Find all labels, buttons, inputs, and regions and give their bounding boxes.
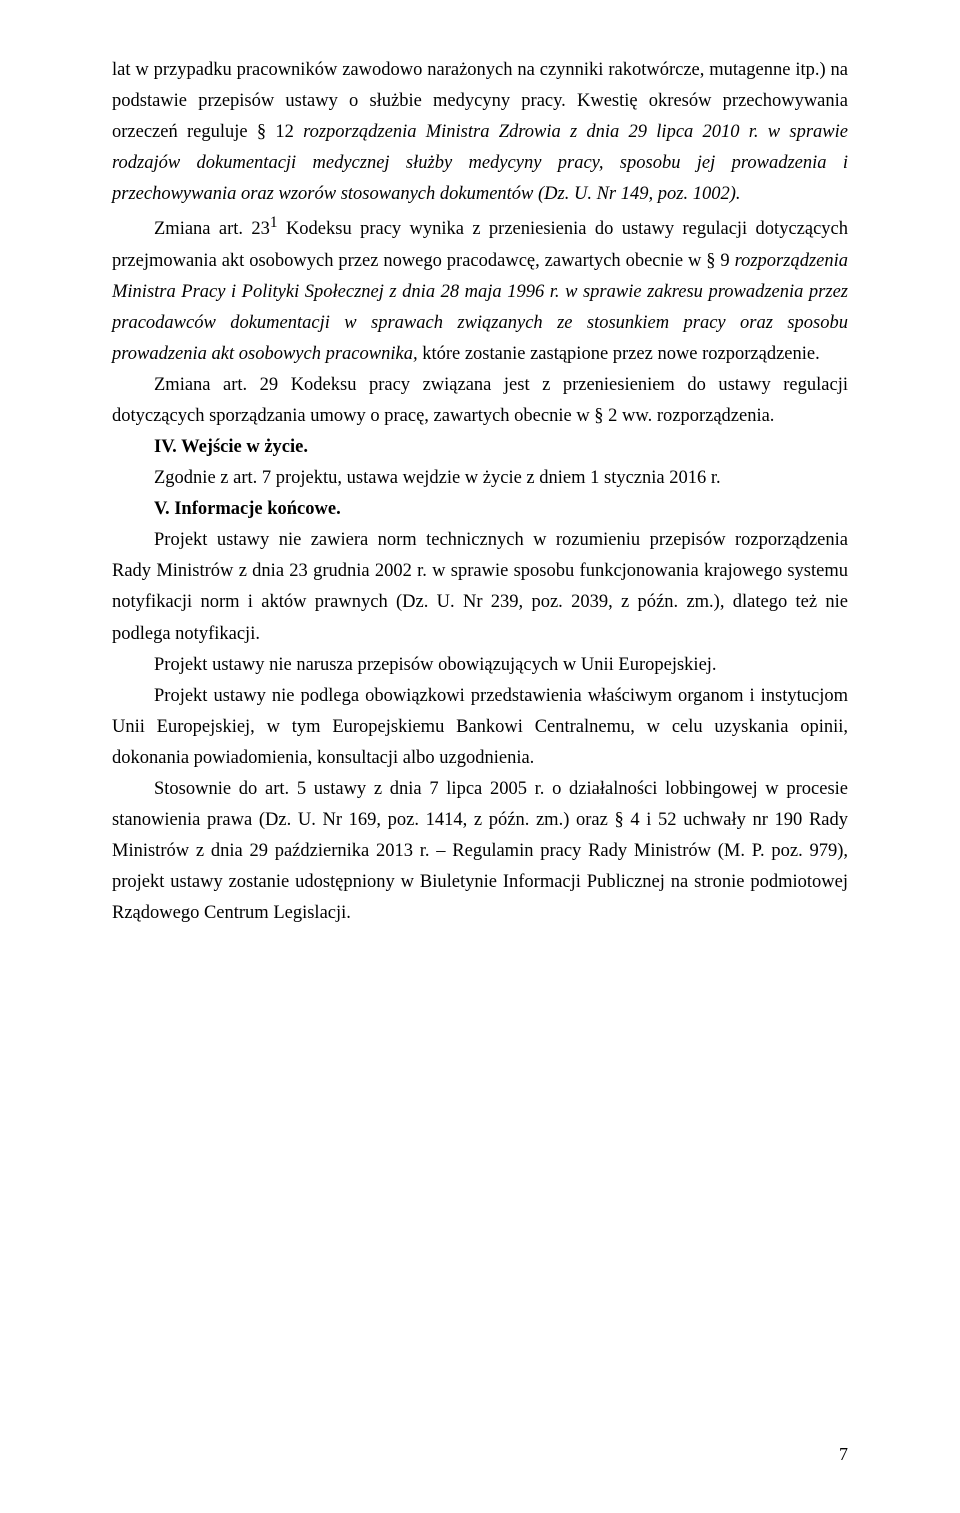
h5-text: V. Informacje końcowe. [154, 499, 341, 519]
p2-text-d: które zostanie zastąpione przez nowe roz… [418, 344, 820, 364]
paragraph-5: Projekt ustawy nie zawiera norm technicz… [112, 525, 848, 649]
p2-sup: 1 [270, 214, 278, 231]
paragraph-3: Zmiana art. 29 Kodeksu pracy związana je… [112, 370, 848, 432]
p6-text: Projekt ustawy nie narusza przepisów obo… [154, 655, 717, 675]
document-page: lat w przypadku pracowników zawodowo nar… [0, 0, 960, 1513]
heading-iv: IV. Wejście w życie. [112, 432, 848, 463]
p7-text: Projekt ustawy nie podlega obowiązkowi p… [112, 686, 848, 768]
paragraph-7: Projekt ustawy nie podlega obowiązkowi p… [112, 681, 848, 774]
paragraph-1: lat w przypadku pracowników zawodowo nar… [112, 55, 848, 210]
paragraph-2: Zmiana art. 231 Kodeksu pracy wynika z p… [112, 210, 848, 370]
p3-text: Zmiana art. 29 Kodeksu pracy związana je… [112, 375, 848, 426]
p2-text-a: Zmiana art. 23 [154, 220, 270, 240]
heading-v: V. Informacje końcowe. [112, 494, 848, 525]
paragraph-4: Zgodnie z art. 7 projektu, ustawa wejdzi… [112, 463, 848, 494]
h4-text: IV. Wejście w życie. [154, 437, 308, 457]
p4-text: Zgodnie z art. 7 projektu, ustawa wejdzi… [154, 468, 721, 488]
p5-text: Projekt ustawy nie zawiera norm technicz… [112, 530, 848, 643]
p8-text: Stosownie do art. 5 ustawy z dnia 7 lipc… [112, 779, 848, 923]
paragraph-6: Projekt ustawy nie narusza przepisów obo… [112, 650, 848, 681]
paragraph-8: Stosownie do art. 5 ustawy z dnia 7 lipc… [112, 774, 848, 929]
page-number: 7 [839, 1439, 848, 1469]
